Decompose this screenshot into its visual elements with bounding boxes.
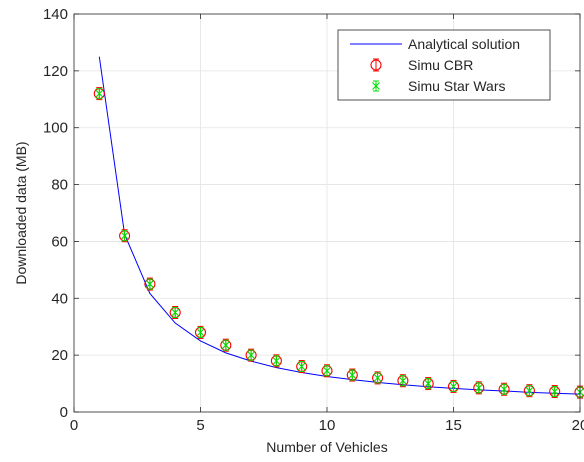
- y-tick-label: 140: [43, 6, 68, 23]
- x-marker-stroke: [196, 328, 205, 337]
- x-tick-label: 0: [70, 417, 78, 434]
- x-marker-stroke: [424, 379, 433, 388]
- data-point: [95, 88, 104, 100]
- y-tick-label: 60: [51, 233, 68, 250]
- legend-swatch-circle: [370, 58, 382, 72]
- legend: Analytical solution Simu CBR Simu Star War…: [337, 29, 551, 101]
- data-point: [500, 383, 508, 395]
- data-point: [474, 382, 483, 394]
- x-marker-stroke: [297, 362, 306, 371]
- x-tick-label: 20: [572, 417, 584, 434]
- x-marker-stroke: [221, 341, 230, 350]
- y-tick-label: 80: [51, 177, 68, 194]
- y-tick-label: 40: [51, 290, 68, 307]
- y-tick-label: 0: [60, 404, 68, 421]
- x-marker-stroke: [500, 385, 508, 394]
- data-point: [399, 375, 407, 387]
- x-marker-stroke: [449, 382, 458, 391]
- x-tick-label: 15: [445, 417, 462, 434]
- y-tick-label: 20: [51, 347, 68, 364]
- x-marker-stroke: [272, 356, 281, 365]
- legend-label: Simu CBR: [408, 57, 473, 73]
- legend-box: [337, 29, 551, 101]
- x-tick-label: 10: [319, 417, 336, 434]
- data-point: [348, 369, 357, 381]
- x-tick-label: 5: [196, 417, 204, 434]
- x-marker-stroke: [372, 82, 380, 90]
- y-axis-label: Downloaded data (MB): [13, 141, 29, 284]
- x-marker-stroke: [95, 89, 104, 98]
- data-point: [449, 380, 458, 392]
- x-marker-stroke: [373, 373, 382, 382]
- data-point: [146, 278, 154, 290]
- x-marker-stroke: [120, 231, 129, 240]
- x-marker-stroke: [525, 386, 534, 395]
- data-point: [550, 386, 559, 398]
- x-marker-stroke: [247, 351, 255, 360]
- data-point: [272, 355, 281, 367]
- x-marker-stroke: [550, 387, 559, 396]
- legend-label: Analytical solution: [408, 36, 520, 52]
- x-marker-stroke: [348, 371, 357, 379]
- data-point: [297, 361, 306, 373]
- data-point: [196, 326, 205, 338]
- ticks: 0 5 10 15 20 0 20 40 60 80 100 120 140: [43, 6, 584, 434]
- y-tick-label: 120: [43, 63, 68, 80]
- data-point: [373, 372, 382, 384]
- legend-swatch-x: [372, 80, 380, 92]
- data-point: [424, 378, 433, 390]
- y-tick-label: 100: [43, 120, 68, 137]
- x-axis-label: Number of Vehicles: [266, 439, 387, 455]
- legend-label: Simu Star Wars: [408, 78, 506, 94]
- data-point: [171, 307, 180, 318]
- data-point: [120, 230, 129, 242]
- data-point: [323, 365, 331, 377]
- x-marker-stroke: [146, 280, 154, 288]
- x-marker-stroke: [171, 308, 180, 317]
- x-marker-stroke: [399, 376, 407, 385]
- x-marker-stroke: [474, 383, 483, 392]
- circle-marker: [370, 59, 382, 71]
- data-point: [247, 349, 255, 361]
- data-point: [525, 385, 534, 397]
- data-point: [221, 339, 230, 351]
- x-marker-stroke: [323, 366, 331, 375]
